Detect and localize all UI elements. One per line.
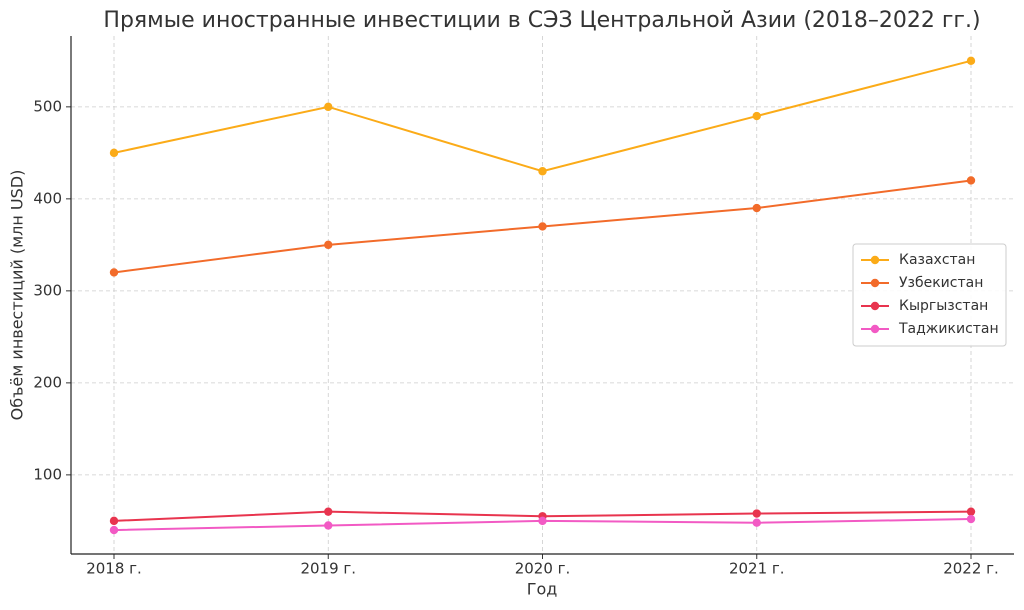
legend-label: Узбекистан <box>899 275 983 291</box>
marker <box>538 222 547 231</box>
legend-marker <box>870 255 880 265</box>
legend-label: Таджикистан <box>898 321 999 337</box>
x-tick-label: 2018 г. <box>86 560 142 578</box>
chart-title: Прямые иностранные инвестиции в СЭЗ Цент… <box>103 8 980 33</box>
y-tick-label: 500 <box>33 97 62 115</box>
marker <box>966 514 976 524</box>
x-axis-label: Год <box>527 580 558 599</box>
y-axis-label: Объём инвестиций (млн USD) <box>8 170 27 421</box>
legend-box <box>852 243 1007 347</box>
x-tick-label: 2021 г. <box>729 560 785 578</box>
legend-label: Казахстан <box>899 252 975 268</box>
marker <box>538 516 547 526</box>
x-tick-label: 2019 г. <box>300 560 356 578</box>
marker <box>324 102 333 112</box>
y-tick-label: 400 <box>33 189 62 207</box>
legend-marker <box>870 278 880 288</box>
marker <box>752 111 761 121</box>
marker <box>538 167 547 176</box>
marker <box>752 203 761 213</box>
x-tick-label: 2022 г. <box>943 560 999 578</box>
x-tick-label: 2020 г. <box>515 560 571 578</box>
legend-label: Кыргызстан <box>899 298 988 314</box>
marker <box>109 525 119 535</box>
marker <box>966 507 976 516</box>
y-tick-label: 200 <box>33 373 62 391</box>
marker <box>109 516 119 526</box>
marker <box>966 176 976 185</box>
marker <box>109 148 119 158</box>
marker <box>752 518 761 527</box>
marker <box>324 240 333 250</box>
marker <box>966 56 976 66</box>
marker <box>324 507 333 516</box>
marker <box>109 268 119 277</box>
legend-marker <box>870 301 880 311</box>
y-tick-label: 300 <box>33 281 62 299</box>
marker <box>752 509 761 518</box>
marker <box>324 521 333 530</box>
legend: Казахстан Узбекистан Кыргызстан Таджикистан <box>852 243 1007 347</box>
legend-marker <box>870 324 880 334</box>
y-tick-label: 100 <box>33 465 62 483</box>
